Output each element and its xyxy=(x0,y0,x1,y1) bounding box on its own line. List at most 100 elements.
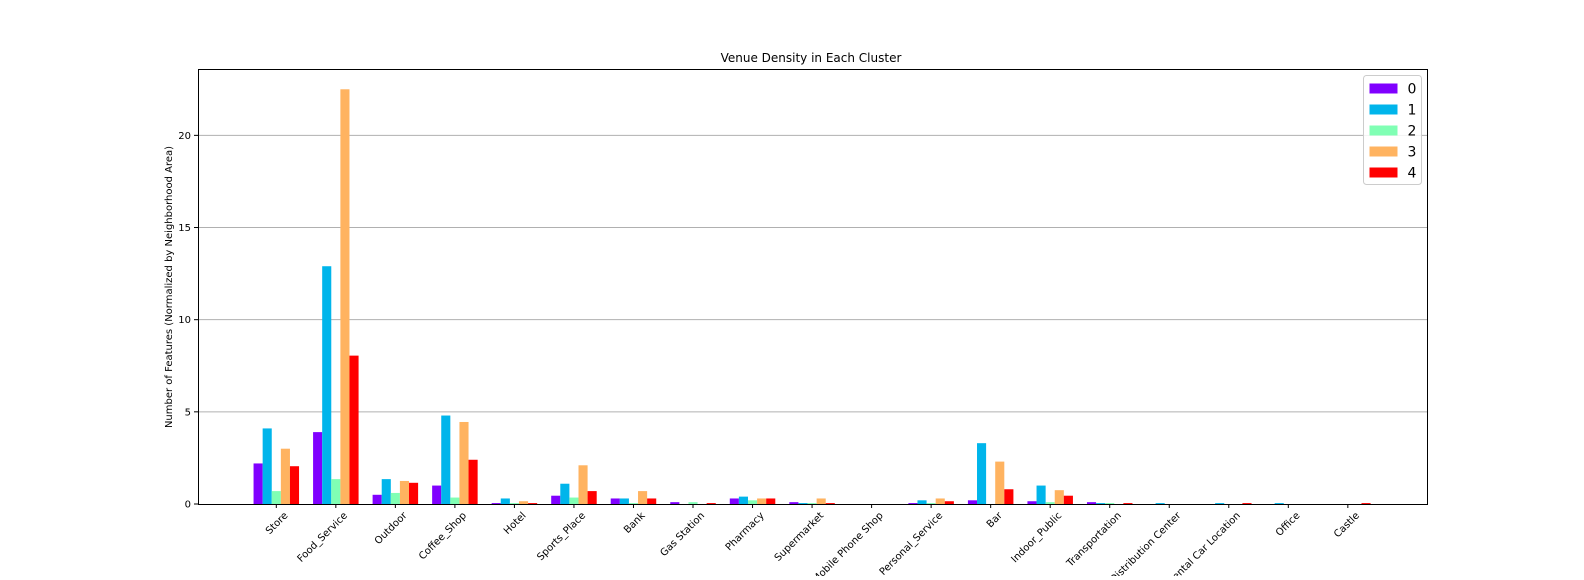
bar-gas-station-series-4 xyxy=(706,503,716,504)
bar-rental-car-location-series-1 xyxy=(1215,503,1225,504)
bar-pharmacy-series-2 xyxy=(747,500,758,504)
x-tick-label: Hotel xyxy=(502,510,529,537)
bar-sports-place-series-0 xyxy=(551,495,561,504)
bar-coffee-shop-series-3 xyxy=(459,421,469,504)
bar-personal-service-series-4 xyxy=(944,501,954,504)
bar-rental-car-location-series-4 xyxy=(1242,503,1252,504)
legend-swatch-1 xyxy=(1369,104,1398,115)
bar-supermarket-series-0 xyxy=(789,502,799,504)
x-tick-label: Sports_Place xyxy=(535,510,588,563)
bar-bank-series-2 xyxy=(628,503,639,504)
bar-castle-series-4 xyxy=(1361,503,1371,504)
bar-food-service-series-3 xyxy=(340,89,350,504)
bar-store-series-2 xyxy=(271,491,281,504)
bar-food-service-series-4 xyxy=(349,355,359,504)
bar-outdoor-series-4 xyxy=(409,482,419,504)
bar-supermarket-series-2 xyxy=(807,503,817,504)
bar-transportation-series-2 xyxy=(1105,503,1115,504)
x-tick-label: Bank xyxy=(622,510,648,536)
gridlines xyxy=(198,134,1427,413)
bar-supermarket-series-1 xyxy=(798,503,808,504)
x-tick-label: Gas Station xyxy=(658,510,707,559)
y-tick-label: 10 xyxy=(178,315,191,326)
legend-swatch-0 xyxy=(1369,83,1398,94)
bar-coffee-shop-series-0 xyxy=(432,485,442,504)
bar-personal-service-series-3 xyxy=(935,498,945,504)
bar-bank-series-3 xyxy=(638,491,648,504)
bar-indoor-public-series-4 xyxy=(1063,495,1073,504)
legend-label-3: 3 xyxy=(1408,145,1417,161)
bar-bar-series-0 xyxy=(967,500,978,504)
bar-sports-place-series-2 xyxy=(569,497,579,504)
bar-store-series-3 xyxy=(280,448,290,504)
bar-coffee-shop-series-2 xyxy=(450,497,460,504)
y-tick-label: 15 xyxy=(178,223,191,234)
bar-bank-series-1 xyxy=(619,498,629,504)
bar-store-series-1 xyxy=(262,428,272,504)
bar-food-service-series-1 xyxy=(322,266,332,504)
bar-personal-service-series-2 xyxy=(926,503,936,504)
bar-bar-series-1 xyxy=(977,443,987,504)
bar-transportation-series-0 xyxy=(1086,502,1097,504)
x-tick-label: Office xyxy=(1274,510,1302,538)
x-tick-label: Coffee_Shop xyxy=(417,510,469,562)
legend-swatch-3 xyxy=(1369,146,1398,157)
legend-label-1: 1 xyxy=(1408,103,1417,119)
bar-outdoor-series-3 xyxy=(399,480,410,504)
bar-gas-station-series-0 xyxy=(670,502,680,504)
legend-label-2: 2 xyxy=(1408,124,1417,140)
x-tick-label: Castle xyxy=(1332,510,1362,540)
y-tick-label: 20 xyxy=(178,131,191,142)
bar-indoor-public-series-2 xyxy=(1045,502,1055,504)
y-tick-label: 5 xyxy=(185,407,191,418)
x-tick-label: Bar xyxy=(985,510,1005,530)
bar-indoor-public-series-1 xyxy=(1036,485,1046,504)
bar-transportation-series-4 xyxy=(1123,503,1133,504)
bar-sports-place-series-4 xyxy=(587,491,597,504)
bar-personal-service-series-1 xyxy=(917,500,927,504)
bar-food-service-series-2 xyxy=(331,479,341,504)
bar-indoor-public-series-0 xyxy=(1027,501,1037,504)
bar-supermarket-series-3 xyxy=(816,498,826,504)
bar-bank-series-0 xyxy=(610,498,620,504)
x-tick-label: Pharmacy xyxy=(724,510,767,553)
bar-supermarket-series-4 xyxy=(825,503,835,504)
bar-coffee-shop-series-4 xyxy=(468,459,478,504)
bar-pharmacy-series-4 xyxy=(766,498,776,504)
x-tick-label: Transportation xyxy=(1064,510,1124,570)
chart-title: Venue Density in Each Cluster xyxy=(721,51,902,65)
legend: 0 1 2 3 4 xyxy=(1363,75,1422,185)
bar-sports-place-series-1 xyxy=(560,483,570,504)
bar-outdoor-series-1 xyxy=(381,479,391,504)
bar-gas-station-series-2 xyxy=(688,502,698,504)
bar-hotel-series-0 xyxy=(491,503,501,504)
bar-pharmacy-series-3 xyxy=(757,498,767,504)
bar-distribution-center-series-1 xyxy=(1155,503,1165,504)
bar-personal-service-series-0 xyxy=(908,503,918,504)
x-tick-label: Store xyxy=(264,510,290,536)
x-tick-label: Personal_Service xyxy=(878,510,946,576)
x-tick-label: Outdoor xyxy=(373,510,410,547)
axes xyxy=(198,69,1428,505)
plot-frame xyxy=(198,69,1428,505)
bar-bank-series-4 xyxy=(647,498,657,504)
bar-hotel-series-2 xyxy=(509,503,519,504)
bar-coffee-shop-series-1 xyxy=(441,415,451,504)
bar-outdoor-series-2 xyxy=(390,492,400,504)
bar-pharmacy-series-1 xyxy=(738,496,748,504)
bar-pharmacy-series-0 xyxy=(729,498,739,504)
x-tick-label: Indoor_Public xyxy=(1009,510,1064,565)
bar-transportation-series-1 xyxy=(1096,503,1106,504)
legend-swatch-2 xyxy=(1369,125,1398,136)
bar-indoor-public-series-3 xyxy=(1054,490,1064,504)
x-tick-label: Supermarket xyxy=(773,510,827,564)
legend-swatch-4 xyxy=(1369,167,1398,178)
bar-hotel-series-1 xyxy=(500,498,510,504)
bar-food-service-series-0 xyxy=(313,432,323,504)
x-tick-label: Food_Service xyxy=(296,510,350,564)
bar-store-series-4 xyxy=(289,466,300,504)
bar-store-series-0 xyxy=(253,463,263,504)
bar-sports-place-series-3 xyxy=(578,465,588,504)
